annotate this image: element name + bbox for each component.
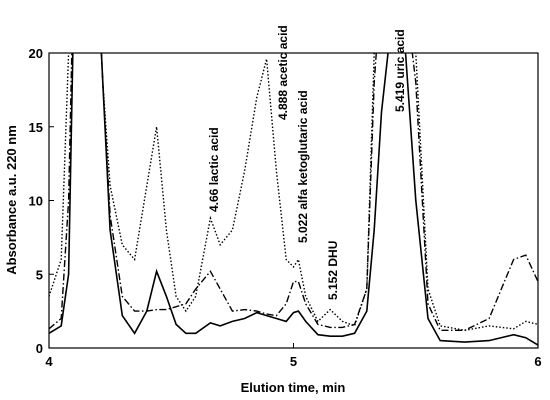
y-tick-label: 0 (36, 341, 43, 356)
y-tick-label: 5 (36, 267, 43, 282)
y-axis-label: Absorbance a.u. 220 nm (4, 125, 19, 275)
peak-annotation: 4.888 acetic acid (276, 25, 290, 120)
peak-annotation: 4.66 lactic acid (207, 127, 221, 212)
plot-frame (48, 52, 539, 349)
peak-annotation: 5.152 DHU (326, 241, 340, 300)
y-tick-label: 15 (29, 120, 43, 135)
peak-annotation: 5.022 alfa ketoglutaric acid (296, 90, 310, 243)
x-tick-label: 5 (290, 354, 297, 369)
x-axis-label: Elution time, min (241, 380, 346, 395)
x-tick-label: 4 (45, 354, 53, 369)
y-tick-label: 20 (29, 46, 43, 61)
series-line (49, 53, 538, 331)
series-line (49, 53, 538, 346)
y-tick-label: 10 (29, 194, 43, 209)
plot-area (49, 53, 538, 346)
peak-annotation: 5.419 uric acid (393, 29, 407, 112)
x-tick-label: 6 (534, 354, 541, 369)
series-line (49, 53, 538, 332)
